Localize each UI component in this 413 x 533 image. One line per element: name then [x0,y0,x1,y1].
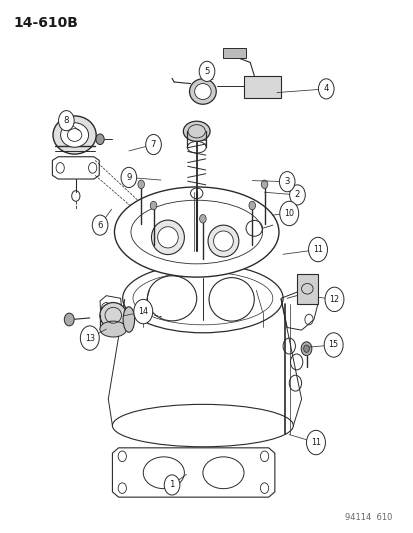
Ellipse shape [53,116,96,154]
Circle shape [58,111,74,131]
Text: 7: 7 [150,140,156,149]
Ellipse shape [60,123,88,147]
Circle shape [121,167,136,188]
Text: 94114  610: 94114 610 [344,513,391,522]
Circle shape [306,430,325,455]
Ellipse shape [189,79,216,104]
Circle shape [308,237,327,262]
Ellipse shape [100,321,126,337]
Circle shape [248,201,255,210]
Circle shape [199,61,214,82]
Ellipse shape [122,264,282,333]
Circle shape [96,134,104,144]
Text: 9: 9 [126,173,131,182]
Circle shape [164,475,179,495]
Text: 14-610B: 14-610B [14,16,78,30]
Text: 6: 6 [97,221,102,230]
Text: 12: 12 [329,295,339,304]
Text: 10: 10 [284,209,294,218]
FancyBboxPatch shape [243,76,280,98]
Circle shape [80,326,99,350]
Ellipse shape [114,187,278,277]
Ellipse shape [213,231,233,251]
Circle shape [318,79,333,99]
Ellipse shape [194,84,211,100]
Circle shape [279,201,298,225]
Ellipse shape [100,303,126,328]
Circle shape [323,333,342,357]
Circle shape [279,172,294,192]
Circle shape [324,287,343,312]
FancyBboxPatch shape [223,47,245,58]
Text: 13: 13 [85,334,95,343]
Ellipse shape [151,220,184,255]
Circle shape [133,300,152,324]
Circle shape [199,215,206,223]
FancyBboxPatch shape [296,274,317,304]
Circle shape [303,345,309,352]
Text: 14: 14 [138,307,148,316]
Circle shape [261,180,267,189]
Circle shape [150,201,157,210]
Ellipse shape [207,225,238,257]
Ellipse shape [157,227,178,248]
Text: 15: 15 [328,341,338,350]
Text: 4: 4 [323,84,328,93]
Text: 1: 1 [169,480,174,489]
Circle shape [145,134,161,155]
Circle shape [138,180,144,189]
Text: 3: 3 [284,177,289,186]
Text: 2: 2 [294,190,299,199]
Text: 11: 11 [312,245,322,254]
Ellipse shape [183,121,209,141]
Circle shape [92,215,108,235]
Text: 11: 11 [310,438,320,447]
Circle shape [289,185,304,205]
Circle shape [64,313,74,326]
Circle shape [300,342,311,356]
Ellipse shape [123,307,134,332]
Text: 5: 5 [204,67,209,76]
Text: 8: 8 [64,116,69,125]
